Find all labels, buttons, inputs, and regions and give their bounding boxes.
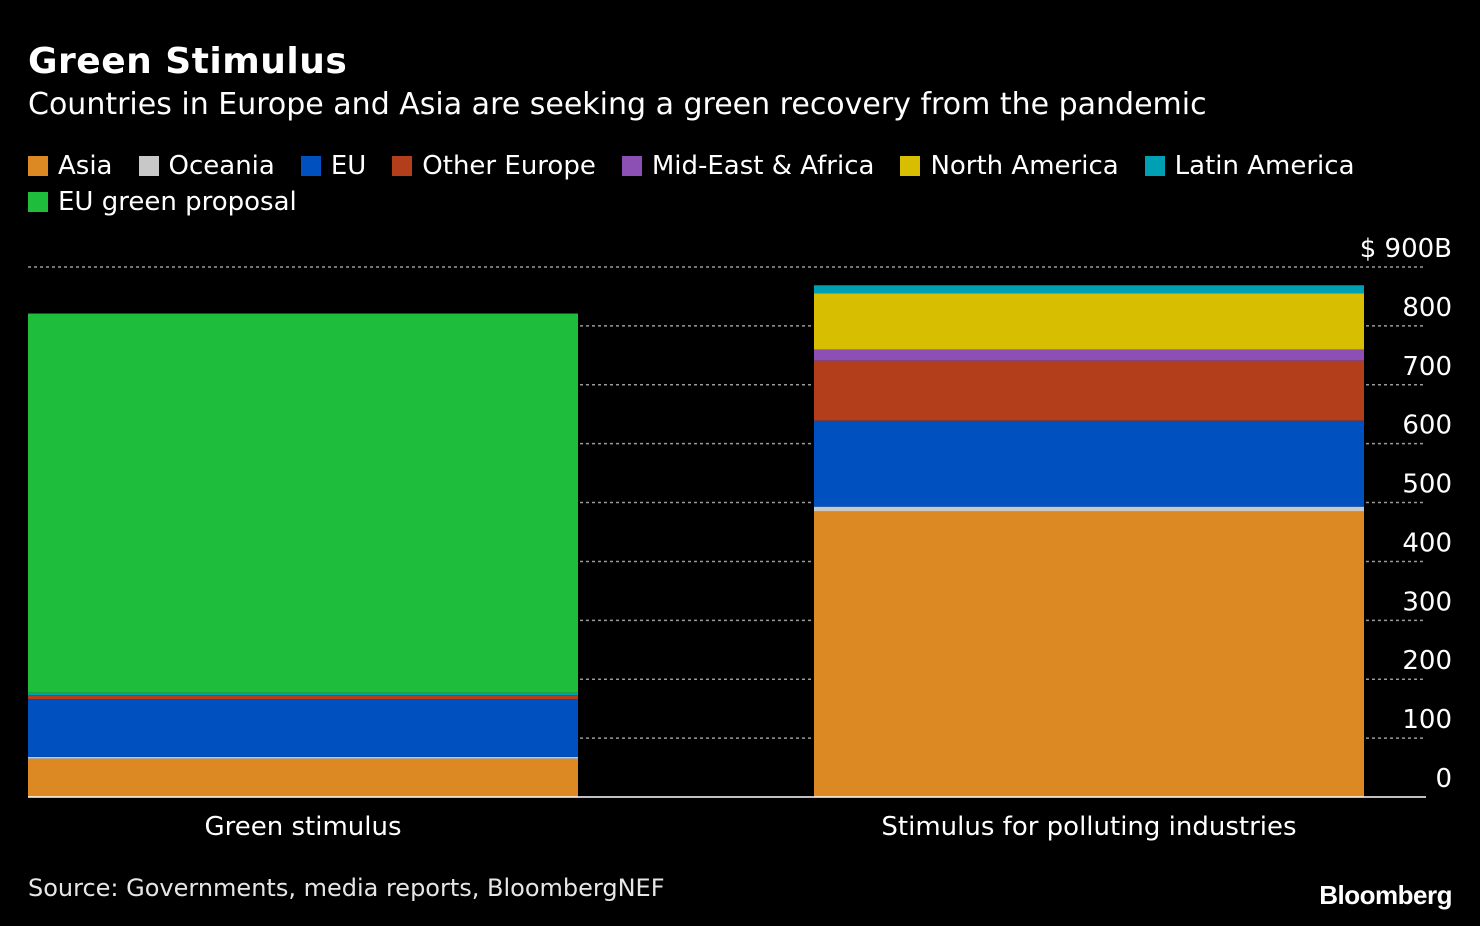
y-tick-label: 200 (1402, 646, 1452, 676)
bloomberg-logo: Bloomberg (1319, 880, 1452, 910)
legend-label: North America (930, 151, 1119, 181)
legend-item-0: Asia (28, 148, 113, 184)
bar-segment (28, 699, 578, 757)
category-label: Stimulus for polluting industries (881, 812, 1296, 842)
legend-item-7: EU green proposal (28, 184, 297, 220)
legend-swatch (1144, 156, 1165, 176)
y-tick-label: 100 (1402, 705, 1452, 735)
legend-label: Oceania (168, 151, 275, 181)
bar-segment (814, 506, 1364, 512)
y-tick-label: 800 (1402, 293, 1452, 323)
bar-segment (814, 285, 1364, 294)
legend-label: Mid-East & Africa (651, 151, 875, 181)
legend-item-3: Other Europe (392, 148, 596, 184)
bar-segment (28, 756, 578, 759)
y-tick-label: 700 (1402, 352, 1452, 382)
y-tick-label: 600 (1402, 411, 1452, 441)
legend-swatch (900, 156, 921, 176)
bar-segment (28, 758, 578, 797)
legend-swatch (621, 156, 642, 176)
y-tick-label: 300 (1402, 587, 1452, 617)
source-note: Source: Governments, media reports, Bloo… (28, 874, 665, 902)
bar-segment (814, 293, 1364, 350)
bar-segment (28, 695, 578, 696)
bar-segment (28, 695, 578, 700)
y-tick-label: 0 (1435, 764, 1452, 794)
legend-item-2: EU (300, 148, 367, 184)
legend-label: EU (330, 151, 367, 181)
legend-swatch (392, 156, 413, 176)
legend-swatch (28, 156, 48, 176)
bar-segment (814, 349, 1364, 361)
bar-segment (28, 692, 578, 696)
legend-item-6: Latin America (1144, 148, 1355, 184)
category-label: Green stimulus (204, 812, 401, 842)
y-tick-label: 400 (1402, 528, 1452, 558)
legend-label: Other Europe (422, 151, 596, 181)
legend-swatch (300, 156, 321, 176)
chart-title: Green Stimulus (28, 41, 348, 82)
legend-item-4: Mid-East & Africa (621, 148, 875, 184)
legend-item-5: North America (900, 148, 1119, 184)
legend-swatch (28, 192, 48, 212)
y-tick-label: $ 900B (1360, 234, 1452, 264)
y-tick-label: 500 (1402, 470, 1452, 500)
bar-segment (814, 511, 1364, 797)
bar-segment (814, 360, 1364, 421)
chart-subtitle: Countries in Europe and Asia are seeking… (28, 87, 1207, 122)
legend-item-1: Oceania (138, 148, 275, 184)
legend-label: Asia (58, 151, 113, 181)
bar-segment (814, 420, 1364, 507)
legend-label: Latin America (1174, 151, 1355, 181)
stacked-bar-chart: Green stimulus Stimulus for polluting ind… (28, 234, 1452, 842)
legend-label: EU green proposal (58, 187, 297, 217)
bar-segment (28, 313, 578, 693)
legend-swatch (138, 156, 159, 176)
legend: Asia Oceania EU Other Europe Mid-East & Afri… (28, 148, 1448, 220)
